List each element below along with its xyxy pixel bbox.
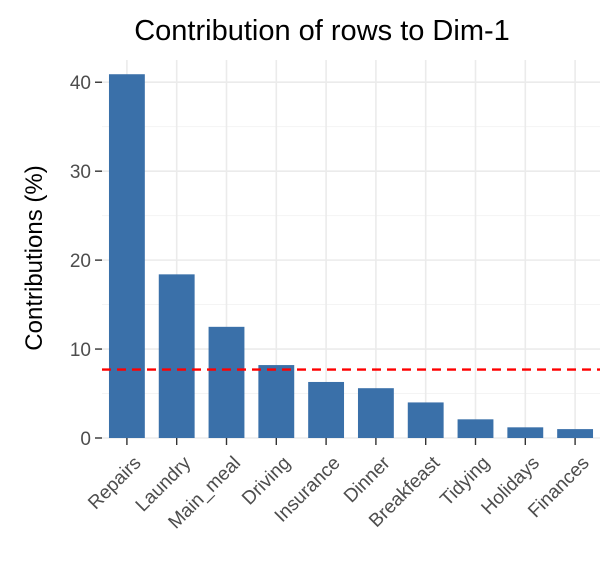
bar-driving	[258, 365, 295, 438]
bar-main-meal	[208, 326, 245, 438]
bar-laundry	[158, 274, 195, 438]
y-tick-label: 0	[80, 429, 91, 450]
bar-holidays	[507, 427, 544, 438]
y-tick-label: 40	[70, 73, 91, 94]
y-tick-label: 10	[70, 340, 91, 361]
bar-breakfeast	[407, 402, 444, 438]
bar-insurance	[308, 381, 345, 438]
y-tick-label: 30	[70, 162, 91, 183]
plot-panel: 010203040RepairsLaundryMain_mealDrivingI…	[70, 60, 600, 533]
chart-title: Contribution of rows to Dim-1	[134, 15, 510, 47]
bar-finances	[557, 429, 594, 438]
bar-tidying	[457, 419, 494, 438]
y-axis-title: Contributions (%)	[21, 165, 48, 350]
bar-dinner	[357, 388, 394, 438]
bar-repairs	[108, 74, 145, 438]
y-tick-label: 20	[70, 251, 91, 272]
